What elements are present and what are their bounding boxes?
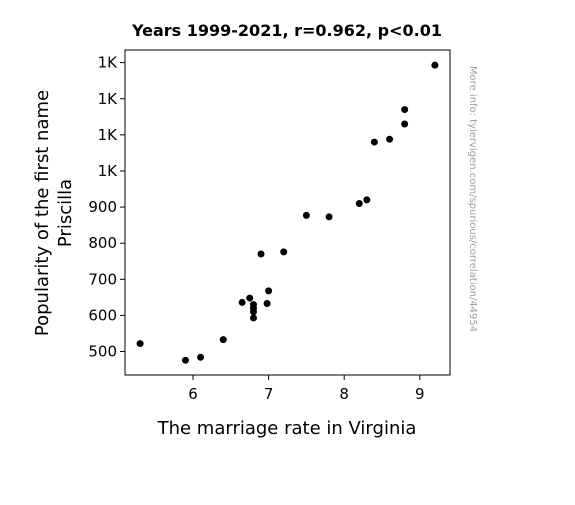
x-tick-label: 7 (264, 385, 274, 403)
data-point (136, 340, 144, 348)
data-point (401, 120, 409, 128)
y-tick-label: 1K (98, 54, 119, 72)
data-points (136, 61, 439, 364)
data-point (265, 287, 273, 295)
y-axis: 500 600 700 800 900 1K 1K 1K 1K (88, 54, 125, 361)
data-point (249, 308, 257, 316)
data-point (386, 135, 394, 143)
x-tick-label: 9 (415, 385, 425, 403)
data-point (325, 213, 333, 221)
y-axis-label-line-1: Popularity of the first name (32, 90, 53, 336)
data-point (257, 250, 265, 258)
x-axis: 6 7 8 9 (188, 375, 425, 403)
y-tick-label: 800 (88, 234, 117, 252)
data-point (370, 138, 378, 146)
y-axis-label-line-2: Priscilla (55, 179, 76, 247)
data-point (355, 199, 363, 207)
data-point (263, 300, 271, 307)
data-point (302, 211, 310, 219)
data-point (363, 196, 371, 204)
data-point (246, 294, 254, 302)
data-point (219, 336, 227, 344)
data-point (181, 356, 189, 364)
y-tick-label: 1K (98, 126, 119, 144)
chart-title: Years 1999-2021, r=0.962, p<0.01 (131, 21, 442, 40)
plot-area (124, 49, 451, 376)
data-point (431, 61, 439, 69)
data-point (249, 314, 257, 322)
x-tick-label: 6 (188, 385, 198, 403)
y-tick-label: 1K (98, 90, 119, 108)
y-tick-label: 500 (88, 343, 117, 361)
y-tick-label: 1K (98, 162, 119, 180)
x-axis-label: The marriage rate in Virginia (157, 418, 417, 439)
y-tick-label: 900 (88, 198, 117, 216)
y-tick-label: 700 (88, 270, 117, 288)
data-point (280, 248, 288, 256)
source-watermark: More info: tylervigen.com/spurious/corre… (467, 66, 478, 332)
y-tick-label: 600 (88, 306, 117, 324)
x-tick-label: 8 (339, 385, 349, 403)
data-point (238, 298, 246, 306)
data-point (401, 106, 409, 114)
data-point (197, 353, 205, 361)
